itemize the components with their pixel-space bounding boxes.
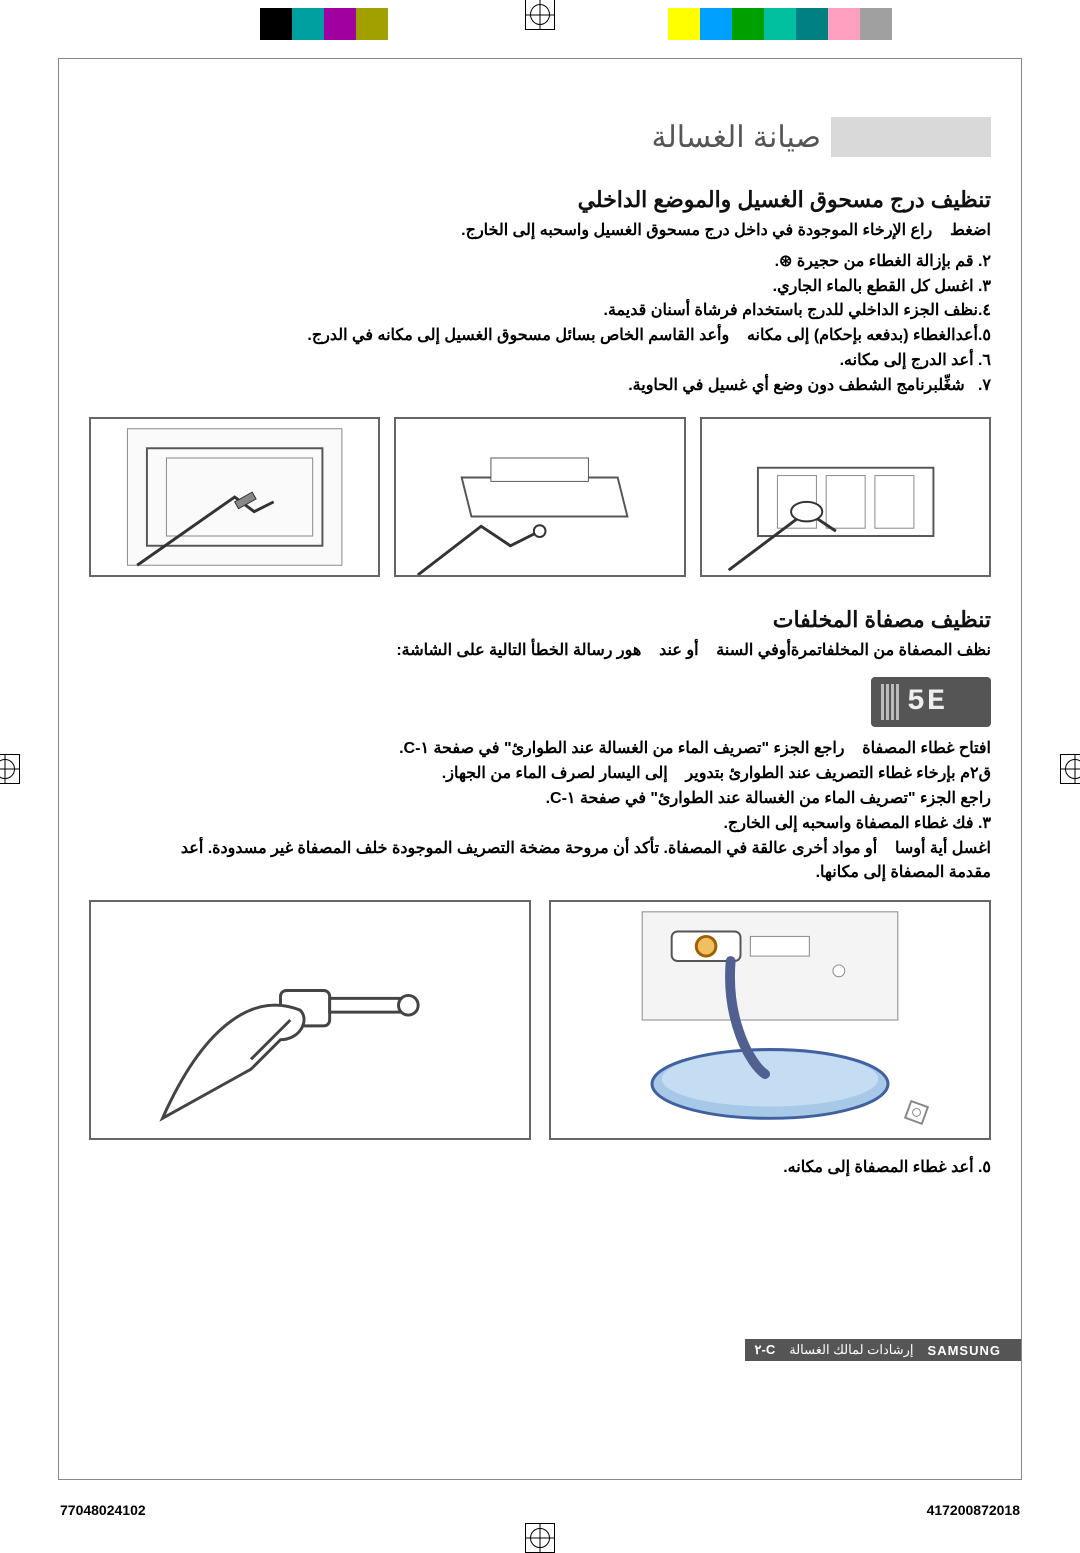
drawer-intro: اضغط راع الإرخاء الموجودة في داخل درج مس… — [89, 219, 991, 244]
color-swatch — [860, 8, 892, 40]
registration-mark-left — [0, 754, 20, 784]
drawer-step: ٦. أعد الدرج إلى مكانه. — [89, 349, 991, 374]
filter-heading: تنظيف مصفاة المخلفات — [89, 607, 991, 633]
imposition-code-right: 417200872018 — [927, 1502, 1020, 1518]
page-footer: SAMSUNG إرشادات لمالك الغسالة C-٢ — [89, 1339, 991, 1361]
filter-step: ٣. فك غطاء المصفاة واسحبه إلى الخارج. — [89, 812, 991, 837]
color-calibration-bar — [260, 8, 892, 40]
color-swatch — [732, 8, 764, 40]
color-swatch — [764, 8, 796, 40]
filter-figure-1 — [89, 900, 531, 1140]
color-swatch — [292, 8, 324, 40]
color-swatch — [796, 8, 828, 40]
imposition-code-left: 77048024102 — [60, 1502, 146, 1518]
error-code-text: 5E — [907, 685, 947, 719]
error-code-badge: 5E — [871, 677, 991, 727]
section-title-row: صيانة الغسالة — [89, 117, 991, 157]
drawer-step: ٧. شغِّلبرنامج الشطف دون وضع أي غسيل في … — [89, 374, 991, 399]
filter-steps: افتاح غطاء المصفاة راجع الجزء "تصريف الم… — [89, 737, 991, 886]
filter-step: افتاح غطاء المصفاة راجع الجزء "تصريف الم… — [89, 737, 991, 762]
section-title: صيانة الغسالة — [635, 120, 861, 155]
drawer-steps: ٢. قم بإزالة الغطاء من حجيرة ⊛.٣. اغسل ك… — [89, 250, 991, 399]
drawer-step: ٢. قم بإزالة الغطاء من حجيرة ⊛. — [89, 250, 991, 275]
filter-intro: نظف المصفاة من المخلفاتمرةأوفي السنة أو … — [89, 639, 991, 664]
badge-bars-icon — [881, 684, 899, 720]
footer-doc-label: إرشادات لمالك الغسالة — [789, 1342, 913, 1358]
color-swatch — [324, 8, 356, 40]
registration-mark-right — [1060, 754, 1080, 784]
filter-step: راجع الجزء "تصريف الماء من الغسالة عند ا… — [89, 787, 991, 812]
page-trim-frame: صيانة الغسالة تنظيف درج مسحوق الغسيل وال… — [58, 58, 1022, 1480]
filter-figure-row — [89, 900, 991, 1140]
drawer-step: ٣. اغسل كل القطع بالماء الجاري. — [89, 275, 991, 300]
drawer-step: ٥.أعدالغطاء (بدفعه بإحكام) إلى مكانه وأع… — [89, 324, 991, 349]
registration-mark-bottom — [525, 1523, 555, 1553]
color-swatch — [668, 8, 700, 40]
drawer-figure-2 — [394, 417, 685, 577]
drawer-step: ٤.نظف الجزء الداخلي للدرج باستخدام فرشاة… — [89, 299, 991, 324]
imposition-codes: 77048024102 417200872018 — [60, 1502, 1020, 1518]
filter-figure-2 — [549, 900, 991, 1140]
footer-page-number: C-٢ — [755, 1342, 776, 1358]
filter-after-fig-step: ٥. أعد غطاء المصفاة إلى مكانه. — [89, 1156, 991, 1181]
color-swatch — [700, 8, 732, 40]
drawer-figure-row — [89, 417, 991, 577]
filter-step: اغسل أية أوسا أو مواد أخرى عالقة في المص… — [89, 837, 991, 862]
footer-brand: SAMSUNG — [928, 1343, 1001, 1358]
drawer-figure-3 — [700, 417, 991, 577]
drawer-heading: تنظيف درج مسحوق الغسيل والموضع الداخلي — [89, 187, 991, 213]
color-swatch — [356, 8, 388, 40]
filter-step: ق٢م بإرخاء غطاء التصريف عند الطوارئ بتدو… — [89, 762, 991, 787]
color-swatch — [828, 8, 860, 40]
color-swatch — [260, 8, 292, 40]
filter-step: مقدمة المصفاة إلى مكانها. — [89, 861, 991, 886]
drawer-figure-1 — [89, 417, 380, 577]
